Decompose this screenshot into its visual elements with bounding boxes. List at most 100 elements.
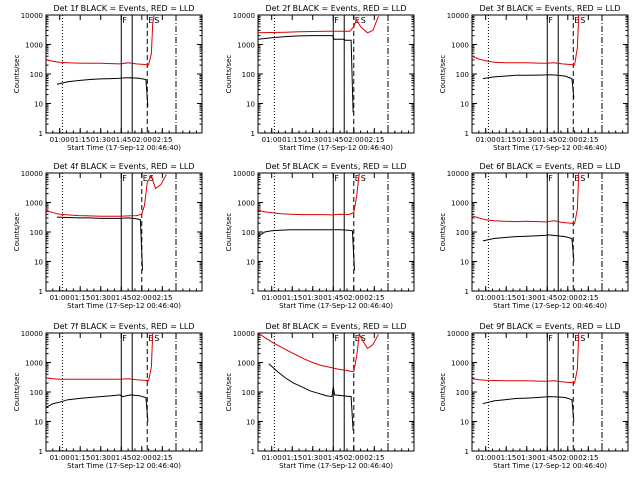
y-tick-label: 1000 — [451, 42, 469, 50]
y-axis-label: Counts/sec — [225, 373, 233, 412]
y-tick-label: 1 — [465, 288, 469, 296]
x-tick-label: 02:15 — [578, 454, 598, 462]
y-tick-label: 1 — [465, 448, 469, 456]
x-tick-label: 01:30 — [303, 454, 323, 462]
x-tick-label: 02:00 — [132, 136, 152, 144]
x-tick-label: 01:30 — [303, 136, 323, 144]
flag-E-label: E — [143, 174, 148, 183]
y-axis-label: Counts/sec — [439, 55, 447, 94]
series-line-lld — [46, 333, 154, 382]
y-tick-label: 10 — [246, 419, 255, 427]
x-tick-label: 02:15 — [364, 136, 384, 144]
series-line-events — [56, 77, 149, 107]
x-tick-label: 01:45 — [111, 136, 131, 144]
flag-E-label: E — [148, 16, 153, 25]
y-tick-label: 10000 — [21, 330, 43, 338]
panel-det-2f: Det 2f BLACK = Events, RED = LLD 1 10 100 10… — [225, 4, 415, 152]
y-tick-label: 10000 — [21, 12, 43, 20]
y-tick-label: 10000 — [233, 170, 255, 178]
plot-frame — [471, 172, 629, 292]
x-tick-label: 01:45 — [537, 454, 557, 462]
y-tick-label: 1 — [39, 288, 43, 296]
panel-det-8f: Det 8f BLACK = Events, RED = LLD 1 10 100 10… — [225, 322, 415, 470]
x-tick-label: 01:15 — [282, 136, 302, 144]
flag-F-label: F — [548, 174, 553, 183]
y-tick-label: 10000 — [447, 12, 469, 20]
x-axis-label: Start Time (17-Sep-12 00:46:40) — [279, 144, 393, 152]
x-tick-label: 01:00 — [262, 454, 282, 462]
x-tick-label: 01:15 — [496, 294, 516, 302]
panel-det-1f: Det 1f BLACK = Events, RED = LLD 1 10 100 10… — [13, 4, 203, 152]
plot-frame — [257, 332, 415, 452]
series-line-events — [258, 35, 354, 113]
flag-S-label: S — [149, 174, 154, 183]
x-tick-label: 02:00 — [344, 454, 364, 462]
x-tick-label: 01:15 — [70, 454, 90, 462]
x-tick-label: 01:00 — [50, 454, 70, 462]
x-tick-label: 01:00 — [476, 136, 496, 144]
y-tick-label: 1000 — [25, 360, 43, 368]
y-tick-label: 10 — [34, 101, 43, 109]
flag-S-label: S — [361, 174, 366, 183]
x-tick-label: 01:45 — [537, 294, 557, 302]
flag-F-label: F — [334, 334, 339, 343]
x-tick-label: 02:00 — [558, 294, 578, 302]
y-tick-label: 10000 — [233, 330, 255, 338]
y-tick-label: 1 — [39, 448, 43, 456]
x-axis-label: Start Time (17-Sep-12 00:46:40) — [493, 302, 607, 310]
y-tick-label: 1000 — [237, 200, 255, 208]
flag-S-label: S — [154, 334, 159, 343]
y-tick-label: 100 — [456, 389, 469, 397]
flag-E-label: E — [574, 16, 579, 25]
flag-S-label: S — [154, 16, 159, 25]
x-tick-label: 01:30 — [91, 454, 111, 462]
y-axis-label: Counts/sec — [439, 373, 447, 412]
y-axis-label: Counts/sec — [225, 55, 233, 94]
flag-S-label: S — [580, 334, 585, 343]
series-line-events — [482, 234, 575, 262]
y-tick-label: 10 — [246, 259, 255, 267]
x-tick-label: 01:30 — [517, 136, 537, 144]
y-tick-label: 10000 — [447, 330, 469, 338]
panel-title: Det 6f BLACK = Events, RED = LLD — [479, 162, 620, 171]
x-tick-label: 02:15 — [152, 294, 172, 302]
panel-det-4f: Det 4f BLACK = Events, RED = LLD 1 10 100 10… — [13, 162, 203, 310]
x-tick-label: 01:00 — [262, 294, 282, 302]
panel-title: Det 2f BLACK = Events, RED = LLD — [265, 4, 406, 13]
plot-frame — [471, 14, 629, 134]
flag-E-label: E — [148, 334, 153, 343]
x-tick-label: 02:00 — [344, 136, 364, 144]
flag-E-label: E — [574, 174, 579, 183]
x-axis-label: Start Time (17-Sep-12 00:46:40) — [493, 144, 607, 152]
x-tick-label: 02:15 — [364, 294, 384, 302]
x-tick-label: 01:45 — [111, 454, 131, 462]
y-tick-label: 10000 — [233, 12, 255, 20]
y-tick-label: 1 — [465, 130, 469, 138]
flag-F-label: F — [548, 334, 553, 343]
panel-title: Det 3f BLACK = Events, RED = LLD — [479, 4, 620, 13]
panel-title: Det 4f BLACK = Events, RED = LLD — [53, 162, 194, 171]
series-line-events — [46, 394, 149, 422]
y-tick-label: 1000 — [451, 200, 469, 208]
y-tick-label: 1000 — [25, 200, 43, 208]
flag-F-label: F — [334, 16, 339, 25]
x-tick-label: 02:15 — [364, 454, 384, 462]
y-axis-label: Counts/sec — [439, 213, 447, 252]
flag-F-label: F — [548, 16, 553, 25]
x-tick-label: 01:15 — [282, 294, 302, 302]
x-tick-label: 01:30 — [517, 294, 537, 302]
flag-E-label: E — [574, 334, 579, 343]
y-tick-label: 1 — [251, 130, 255, 138]
y-tick-label: 1000 — [237, 360, 255, 368]
series-line-events — [258, 229, 355, 271]
y-tick-label: 10 — [246, 101, 255, 109]
x-tick-label: 01:45 — [537, 136, 557, 144]
x-tick-label: 02:15 — [578, 136, 598, 144]
y-tick-label: 10000 — [21, 170, 43, 178]
y-tick-label: 10 — [34, 419, 43, 427]
panel-title: Det 5f BLACK = Events, RED = LLD — [265, 162, 406, 171]
plot-frame — [471, 332, 629, 452]
x-tick-label: 01:15 — [70, 136, 90, 144]
x-tick-label: 02:15 — [152, 454, 172, 462]
flag-S-label: S — [580, 16, 585, 25]
